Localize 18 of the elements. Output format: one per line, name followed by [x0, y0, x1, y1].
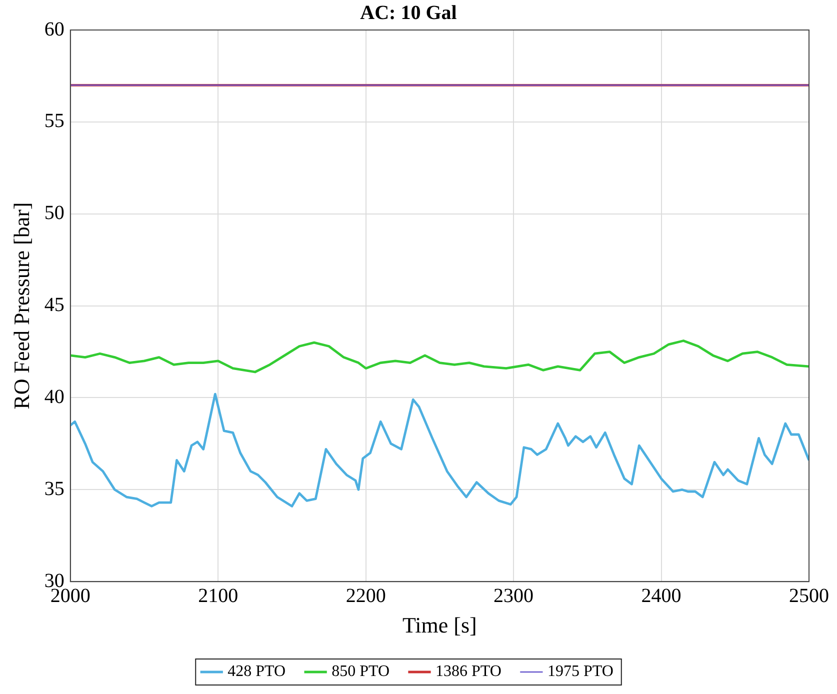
x-tick-label: 2500	[789, 584, 829, 607]
legend-label: 850 PTO	[332, 663, 390, 680]
legend-label: 428 PTO	[228, 663, 286, 680]
legend-label: 1386 PTO	[436, 663, 502, 680]
y-tick-label: 45	[44, 294, 64, 316]
y-tick-label: 40	[44, 386, 64, 408]
y-tick-label: 60	[44, 18, 64, 40]
chart-title: AC: 10 Gal	[360, 2, 458, 24]
x-tick-label: 2200	[346, 584, 386, 607]
x-tick-label: 2300	[494, 584, 534, 607]
y-tick-label: 35	[44, 478, 64, 500]
x-tick-label: 2400	[641, 584, 682, 607]
x-tick-label: 2100	[198, 584, 238, 607]
legend-label: 1975 PTO	[547, 663, 614, 680]
y-axis-title: RO Feed Pressure [bar]	[8, 202, 34, 410]
y-tick-label: 55	[44, 110, 64, 132]
y-tick-label: 50	[44, 202, 64, 224]
x-axis-title: Time [s]	[402, 612, 477, 638]
